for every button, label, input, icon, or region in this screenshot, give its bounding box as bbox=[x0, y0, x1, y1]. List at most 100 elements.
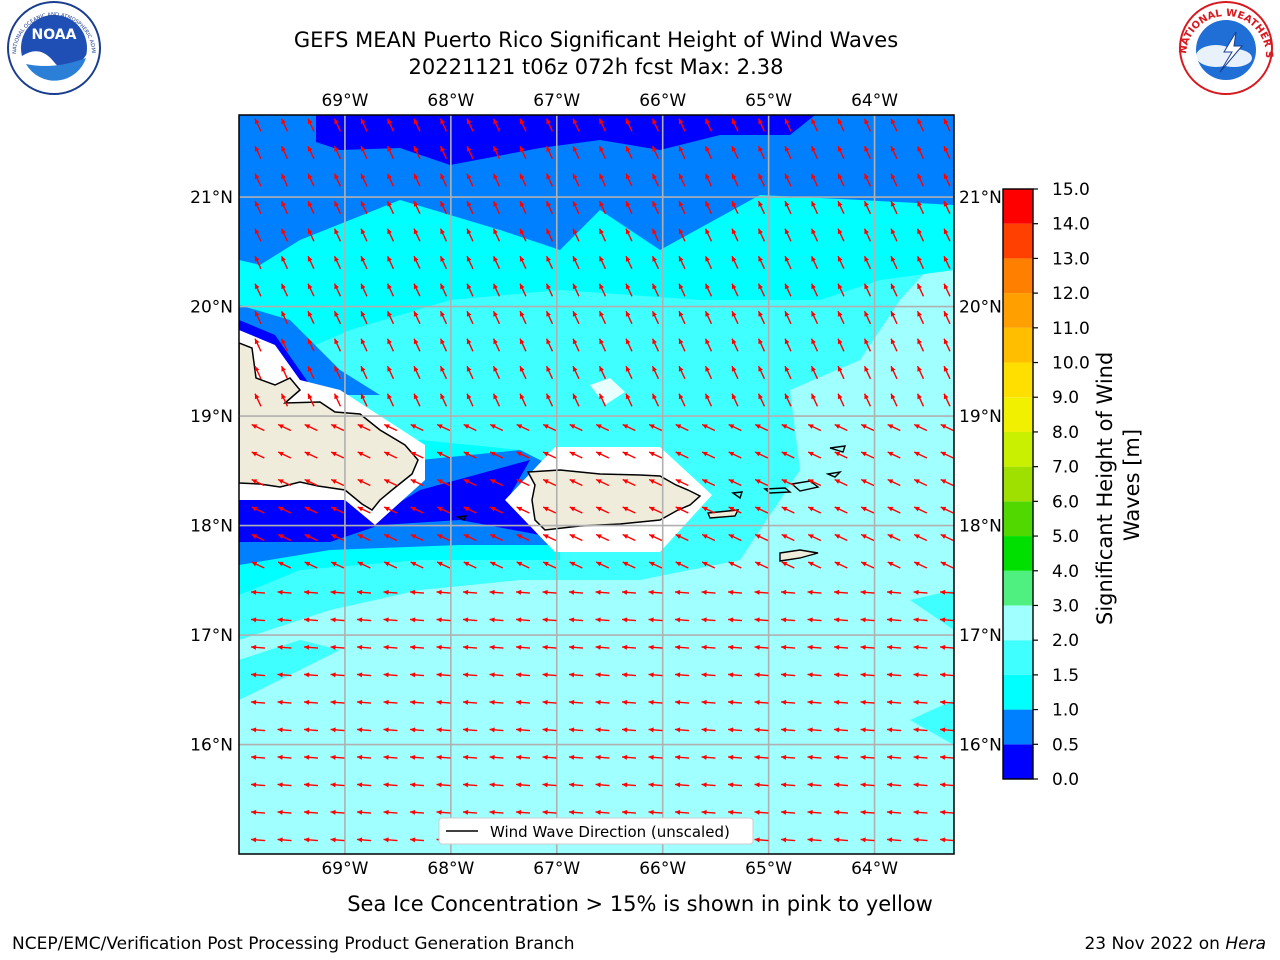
wave-arrow bbox=[383, 837, 398, 843]
wave-arrow bbox=[595, 644, 610, 650]
wave-arrow bbox=[307, 393, 315, 407]
wave-arrow bbox=[860, 754, 875, 760]
wave-arrow bbox=[837, 255, 845, 270]
wave-arrow bbox=[303, 589, 319, 595]
wave-arrow bbox=[595, 809, 610, 815]
wave-arrow bbox=[330, 561, 345, 569]
wave-arrow bbox=[890, 200, 898, 215]
wave-arrow bbox=[834, 478, 848, 487]
wave-arrow bbox=[572, 118, 580, 132]
land-virgin-islands bbox=[455, 445, 847, 521]
wave-arrow bbox=[489, 754, 504, 760]
wave-arrow bbox=[648, 506, 663, 514]
wave-arrow bbox=[360, 283, 368, 297]
wave-arrow bbox=[250, 589, 266, 595]
wave-arrow bbox=[701, 754, 716, 760]
colorbar-tick-6: 4.0 bbox=[1052, 562, 1079, 582]
wave-arrow bbox=[280, 283, 289, 297]
wave-arrow bbox=[439, 255, 448, 270]
wave-arrow bbox=[728, 533, 742, 542]
wave-arrow bbox=[568, 589, 584, 595]
wave-arrow bbox=[701, 617, 716, 623]
wave-arrow bbox=[648, 478, 663, 487]
wave-arrow bbox=[651, 310, 660, 325]
wave-arrow bbox=[598, 283, 607, 297]
wave-arrow bbox=[515, 644, 531, 650]
wave-arrow bbox=[913, 782, 928, 788]
lon-tick-bottom-5: 64°W bbox=[851, 859, 898, 879]
wave-arrow bbox=[439, 228, 448, 242]
wave-arrow bbox=[625, 200, 633, 215]
wave-arrow bbox=[837, 145, 845, 160]
wave-arrow bbox=[621, 809, 637, 815]
map-gridlines bbox=[239, 115, 954, 854]
wave-arrow bbox=[754, 809, 769, 815]
wave-arrow bbox=[409, 782, 425, 788]
wave-arrow bbox=[890, 310, 898, 325]
wave-arrow bbox=[519, 200, 527, 215]
wave-arrow bbox=[625, 393, 633, 407]
wave-arrow bbox=[280, 228, 289, 242]
wave-arrow bbox=[542, 423, 557, 432]
wave-arrow bbox=[386, 118, 395, 132]
map-frame bbox=[238, 114, 955, 855]
wave-arrow bbox=[622, 423, 636, 432]
wave-arrow bbox=[810, 118, 819, 132]
lon-tick-top-4: 65°W bbox=[745, 91, 792, 111]
colorbar-tick-12: 10.0 bbox=[1052, 354, 1090, 374]
wave-arrow bbox=[595, 423, 610, 432]
wave-arrow bbox=[489, 589, 504, 595]
wave-arrow bbox=[651, 145, 660, 160]
wave-arrow bbox=[863, 145, 872, 160]
wave-arrow bbox=[886, 837, 902, 843]
land-hispaniola bbox=[239, 342, 419, 511]
wave-arrow bbox=[330, 423, 345, 432]
wave-arrow bbox=[916, 255, 925, 270]
wave-arrow bbox=[943, 283, 951, 297]
wave-arrow bbox=[307, 310, 315, 325]
wave-arrow bbox=[701, 478, 716, 487]
wave-arrow bbox=[731, 393, 739, 407]
wave-arrow bbox=[863, 118, 872, 132]
wave-arrow bbox=[572, 145, 580, 160]
wave-arrow bbox=[807, 644, 822, 650]
wave-arrow bbox=[863, 255, 872, 270]
wave-arrow bbox=[701, 699, 716, 705]
wave-arrow bbox=[568, 672, 584, 678]
wave-arrow bbox=[810, 228, 819, 242]
wave-arrow bbox=[466, 365, 474, 380]
wave-arrow bbox=[728, 561, 742, 569]
wave-arrow bbox=[913, 561, 928, 569]
wave-arrow bbox=[810, 145, 819, 160]
colorbar-swatch-5 bbox=[1003, 570, 1033, 606]
wave-arrow bbox=[542, 506, 557, 514]
wave-arrow bbox=[598, 173, 607, 187]
wave-arrow bbox=[728, 451, 742, 459]
wave-arrow bbox=[330, 506, 345, 514]
wave-arrow bbox=[572, 255, 580, 270]
lon-tick-bottom-2: 67°W bbox=[533, 859, 580, 879]
wave-arrow bbox=[943, 365, 951, 380]
wave-arrow bbox=[462, 754, 478, 760]
wave-arrow bbox=[625, 228, 633, 242]
wave-arrow bbox=[462, 809, 478, 815]
wave-arrow bbox=[519, 338, 527, 352]
wave-arrow bbox=[648, 727, 663, 733]
wave-arrow bbox=[413, 393, 421, 407]
wave-arrow bbox=[754, 589, 769, 595]
wave-arrow bbox=[887, 561, 901, 569]
lon-tick-top-2: 67°W bbox=[533, 91, 580, 111]
wave-arrow bbox=[519, 365, 527, 380]
wave-arrow bbox=[757, 338, 766, 352]
wave-arrow bbox=[728, 506, 742, 514]
wave-arrow bbox=[727, 644, 743, 650]
wave-arrow bbox=[356, 589, 372, 595]
wave-arrow bbox=[572, 200, 580, 215]
wave-arrow bbox=[409, 644, 425, 650]
wave-arrow bbox=[784, 200, 792, 215]
wave-arrow bbox=[386, 173, 395, 187]
wave-arrow bbox=[251, 478, 265, 487]
wave-arrow bbox=[333, 283, 342, 297]
wave-arrow bbox=[489, 451, 504, 459]
wave-arrow bbox=[940, 506, 954, 514]
